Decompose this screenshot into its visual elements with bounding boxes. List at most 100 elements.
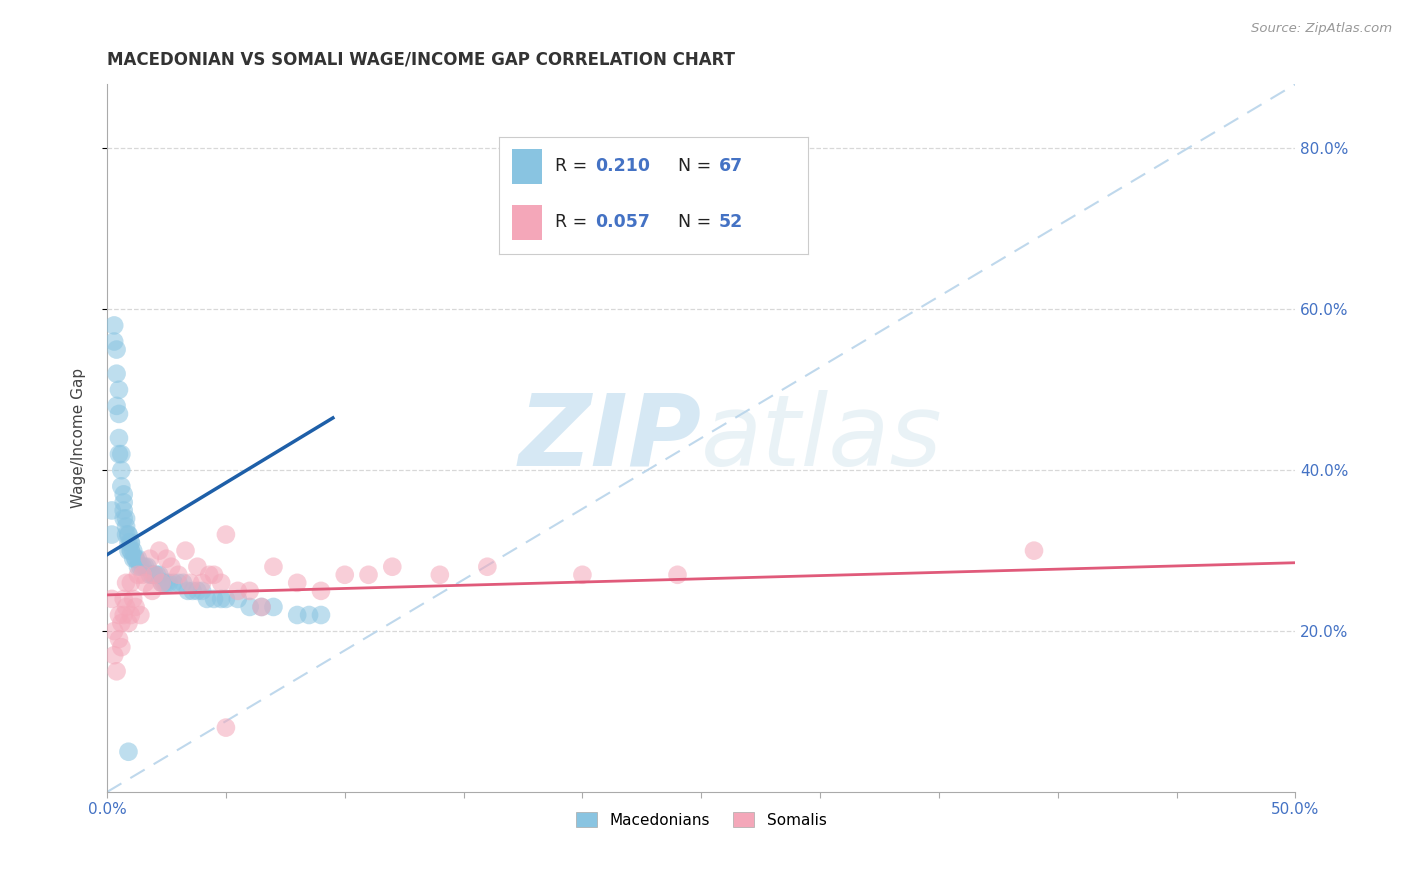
Point [285,575,308,590]
Legend: Macedonians, Somalis: Macedonians, Somalis [569,806,832,834]
Point [101,591,124,606]
Point [186,583,208,598]
Point [198,567,221,582]
Point [167,575,190,590]
Point [117,543,139,558]
Point [215,527,238,541]
Point [262,559,284,574]
Point [143,567,166,582]
Point [110,615,132,630]
Point [215,591,238,606]
Point [202,567,225,582]
Point [127,551,149,566]
Point [105,343,128,357]
Point [209,591,232,606]
Point [127,559,149,574]
Point [112,591,135,606]
Point [139,551,162,566]
Point [298,607,321,622]
Point [666,567,689,582]
Point [162,575,184,590]
Point [112,487,135,501]
Point [167,567,190,582]
Point [195,591,218,606]
Point [112,607,135,622]
Point [129,559,152,574]
Point [141,567,163,582]
Point [1022,543,1045,558]
Point [132,567,155,582]
Point [202,591,225,606]
Point [141,583,163,598]
Point [105,665,128,679]
Point [157,575,180,590]
Point [153,575,176,590]
Point [122,551,145,566]
Point [115,519,138,533]
Point [105,399,128,413]
Point [115,599,138,614]
Point [127,567,149,582]
Point [120,535,142,549]
Point [148,543,170,558]
Point [124,599,146,614]
Point [160,559,183,574]
Point [103,318,125,333]
Point [120,543,142,558]
Point [115,575,138,590]
Point [136,559,159,574]
Text: Source: ZipAtlas.com: Source: ZipAtlas.com [1251,22,1392,36]
Point [117,535,139,549]
Point [134,559,156,574]
Point [174,543,197,558]
Point [571,567,593,582]
Point [333,567,356,582]
Point [429,567,451,582]
Point [143,567,166,582]
Point [250,599,273,614]
Point [120,575,142,590]
Point [129,607,152,622]
Point [112,503,135,517]
Point [112,495,135,509]
Point [226,583,249,598]
Point [101,527,124,541]
Point [186,559,208,574]
Point [150,575,173,590]
Point [108,383,131,397]
Point [191,583,214,598]
Text: ZIP: ZIP [519,390,702,486]
Point [110,447,132,461]
Point [115,511,138,525]
Point [115,527,138,541]
Point [117,615,139,630]
Point [103,334,125,349]
Point [179,575,201,590]
Point [124,551,146,566]
Point [108,447,131,461]
Point [110,479,132,493]
Point [309,583,332,598]
Point [108,632,131,647]
Point [177,583,200,598]
Point [110,463,132,477]
Point [108,431,131,445]
Point [120,535,142,549]
Point [110,640,132,655]
Point [381,559,404,574]
Point [215,721,238,735]
Point [309,607,332,622]
Point [134,575,156,590]
Point [148,567,170,582]
Point [357,567,380,582]
Point [209,575,232,590]
Point [122,543,145,558]
Point [239,583,262,598]
Point [108,607,131,622]
Point [103,624,125,638]
Point [191,575,214,590]
Point [239,599,262,614]
Point [150,575,173,590]
Point [108,407,131,421]
Point [262,599,284,614]
